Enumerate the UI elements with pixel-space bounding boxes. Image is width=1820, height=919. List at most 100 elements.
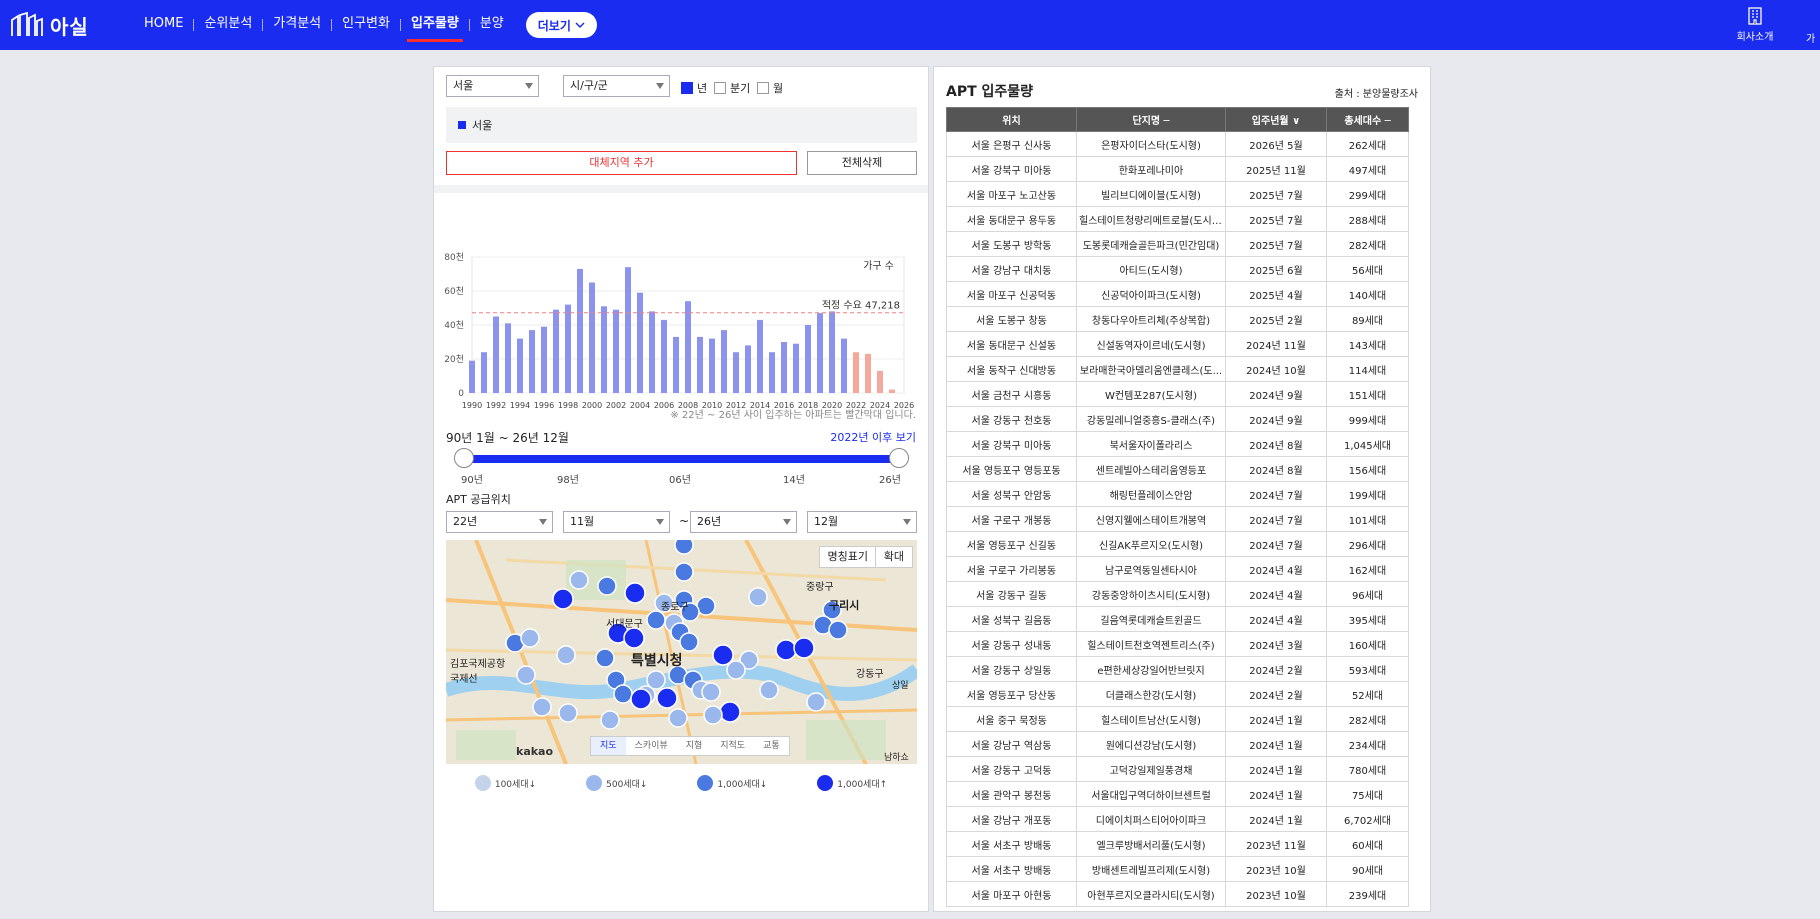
map-tab-terrain[interactable]: 지형 (685, 741, 703, 751)
map-label-toggle-button[interactable]: 명칭표기 (818, 546, 877, 568)
bar-2024[interactable] (877, 370, 883, 393)
to-year-select[interactable]: 26년 (690, 511, 797, 533)
period-slider-track[interactable] (464, 455, 899, 463)
supply-map[interactable]: 종로구 서대문구 특별시청 구리시 김포국제공항 국제선 중랑구 강동구 상일 … (446, 540, 917, 764)
map-pin[interactable] (828, 620, 848, 640)
table-row[interactable]: 서울 중구 묵정동 힐스테이트남산(도시형) 2024년 1월 282세대 (946, 706, 1409, 732)
bar-2005[interactable] (649, 311, 655, 393)
from-month-select[interactable]: 11월 (563, 511, 670, 533)
edge-nav-label[interactable]: 가 (1806, 34, 1816, 45)
column-complex-name[interactable]: 단지명 ─ (1076, 107, 1226, 132)
map-pin[interactable] (646, 670, 666, 690)
map-pin[interactable] (569, 570, 589, 590)
map-canvas[interactable] (446, 540, 917, 764)
bar-2016[interactable] (781, 342, 787, 393)
bar-2018[interactable] (805, 325, 811, 393)
map-pin[interactable] (712, 644, 734, 666)
bar-2022[interactable] (853, 352, 859, 393)
column-move-in-date[interactable]: 입주년월 ∨ (1225, 107, 1327, 132)
map-pin[interactable] (558, 703, 578, 723)
table-row[interactable]: 서울 마포구 아현동 아현푸르지오클라시티(도시형) 2023년 10월 239세대 (946, 881, 1409, 907)
table-row[interactable]: 서울 서초구 방배동 엘크루방배서리풀(도시형) 2023년 11월 60세대 (946, 831, 1409, 857)
region-select[interactable]: 서울 (446, 75, 539, 97)
slider-end-handle[interactable] (889, 448, 909, 468)
nav-home[interactable]: HOME (144, 16, 184, 31)
map-pin[interactable] (674, 562, 694, 582)
bar-2012[interactable] (733, 352, 739, 393)
slider-start-handle[interactable] (454, 448, 474, 468)
map-pin[interactable] (680, 602, 700, 622)
bar-1997[interactable] (553, 309, 559, 393)
bar-1995[interactable] (529, 330, 535, 393)
bar-2006[interactable] (661, 319, 667, 393)
map-tab-traffic[interactable]: 교통 (763, 741, 780, 751)
table-row[interactable]: 서울 동대문구 신설동 신설동역자이르네(도시형) 2024년 11월 143세대 (946, 331, 1409, 357)
map-pin[interactable] (597, 576, 617, 596)
bar-2019[interactable] (817, 313, 823, 393)
period-month-checkbox[interactable]: 월 (757, 80, 783, 96)
map-pin[interactable] (806, 692, 826, 712)
table-row[interactable]: 서울 강남구 역삼동 원에디션강남(도시형) 2024년 1월 234세대 (946, 731, 1409, 757)
map-pin[interactable] (739, 650, 759, 670)
map-pin[interactable] (701, 682, 721, 702)
table-row[interactable]: 서울 성북구 길음동 길음역롯데캐슬트윈골드 2024년 4월 395세대 (946, 606, 1409, 632)
bar-2008[interactable] (685, 301, 691, 393)
nav-ranking[interactable]: 순위분석 (204, 16, 253, 31)
map-pin[interactable] (726, 660, 746, 680)
bar-2009[interactable] (697, 336, 703, 393)
bar-2014[interactable] (757, 319, 763, 393)
clear-all-button[interactable]: 전체삭제 (807, 151, 917, 175)
nav-move-in[interactable]: 입주물량 (401, 0, 469, 50)
bar-2002[interactable] (613, 309, 619, 393)
map-pin[interactable] (656, 687, 678, 709)
column-total-units[interactable]: 총세대수 ─ (1326, 107, 1409, 132)
table-row[interactable]: 서울 강동구 길동 강동중앙하이츠시티(도시형) 2024년 4월 96세대 (946, 581, 1409, 607)
table-row[interactable]: 서울 도봉구 창동 창동다우아트리체(주상복합) 2025년 2월 89세대 (946, 306, 1409, 332)
table-row[interactable]: 서울 서초구 방배동 방배센트레빌프리제(도시형) 2023년 10월 90세대 (946, 856, 1409, 882)
bar-1996[interactable] (541, 326, 547, 393)
period-year-checkbox[interactable]: 년 (681, 80, 707, 96)
bar-2010[interactable] (709, 338, 715, 393)
to-month-select[interactable]: 12월 (807, 511, 917, 533)
bar-2001[interactable] (601, 306, 607, 393)
bar-2011[interactable] (721, 330, 727, 393)
logo[interactable]: 아실 (10, 10, 89, 40)
bar-2015[interactable] (769, 352, 775, 393)
map-pin[interactable] (679, 632, 699, 652)
more-button[interactable]: 더보기 (525, 12, 597, 38)
map-pin[interactable] (630, 688, 652, 710)
bar-2004[interactable] (637, 292, 643, 393)
bar-1994[interactable] (517, 338, 523, 393)
table-row[interactable]: 서울 강동구 성내동 힐스테이트천호역젠트리스(주) 2024년 3월 160세대 (946, 631, 1409, 657)
table-row[interactable]: 서울 관악구 봉천동 서울대입구역더하이브센트럴 2024년 1월 75세대 (946, 781, 1409, 807)
map-pin[interactable] (674, 540, 694, 555)
bar-1993[interactable] (505, 323, 511, 393)
table-row[interactable]: 서울 구로구 가리봉동 남구로역동일센타시아 2024년 4월 162세대 (946, 556, 1409, 582)
company-intro-link[interactable]: 회사소개 (1730, 7, 1780, 43)
map-zoom-button[interactable]: 확대 (874, 546, 913, 568)
from-year-select[interactable]: 22년 (446, 511, 553, 533)
bar-2003[interactable] (625, 267, 631, 393)
district-select[interactable]: 시/구/군 (563, 75, 670, 97)
map-pin[interactable] (793, 637, 815, 659)
map-pin[interactable] (748, 587, 768, 607)
table-row[interactable]: 서울 강남구 대치동 아티드(도시형) 2025년 6월 56세대 (946, 256, 1409, 282)
map-tab-cadastral[interactable]: 지적도 (720, 741, 746, 751)
nav-price[interactable]: 가격분석 (273, 16, 322, 31)
bar-1991[interactable] (481, 352, 487, 393)
bar-1998[interactable] (565, 304, 571, 393)
region-chip[interactable]: 서울 (458, 117, 492, 133)
bar-2025[interactable] (889, 389, 895, 393)
map-tab-skyview[interactable]: 스카이뷰 (634, 741, 668, 751)
table-row[interactable]: 서울 마포구 신공덕동 신공덕아이파크(도시형) 2025년 4월 140세대 (946, 281, 1409, 307)
table-row[interactable]: 서울 은평구 신사동 은평자이더스타(도시형) 2026년 5월 262세대 (946, 131, 1409, 157)
table-row[interactable]: 서울 도봉구 방학동 도봉롯데캐슬골든파크(민간임대) 2025년 7월 282세대 (946, 231, 1409, 257)
map-pin[interactable] (654, 593, 674, 613)
map-pin[interactable] (613, 684, 633, 704)
map-pin[interactable] (775, 639, 797, 661)
map-pin[interactable] (822, 600, 842, 620)
bar-1999[interactable] (577, 268, 583, 393)
map-pin[interactable] (600, 710, 620, 730)
bar-2023[interactable] (865, 353, 871, 393)
period-quarter-checkbox[interactable]: 분기 (714, 80, 750, 96)
